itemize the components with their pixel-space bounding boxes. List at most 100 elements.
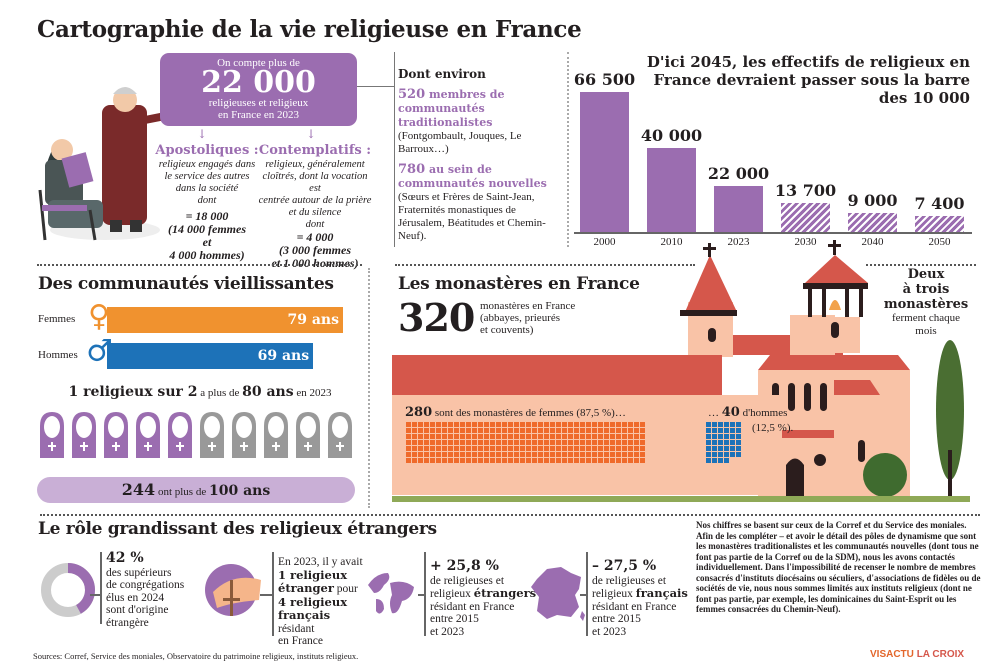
monastery-square	[544, 428, 549, 433]
monastery-square	[430, 446, 435, 451]
monastery-square	[598, 458, 603, 463]
desc-line: dont	[305, 219, 325, 230]
monastery-square	[706, 440, 711, 445]
monastery-square	[556, 428, 561, 433]
monastery-square	[634, 452, 639, 457]
monastery-square	[514, 458, 519, 463]
women-monasteries-count: 280	[405, 405, 433, 420]
donut-value-arc	[41, 563, 95, 617]
men-monasteries-desc: d'hommes	[739, 407, 788, 419]
item-label: membres de communautés traditionalistes	[398, 88, 505, 129]
monastery-square	[706, 434, 711, 439]
monastery-square	[736, 422, 741, 427]
stat-bold: 1 religieux sur 2	[68, 384, 198, 400]
monastery-square	[508, 428, 513, 433]
bar-2000	[580, 92, 629, 232]
bar-2050	[915, 216, 964, 232]
monastery-square	[730, 422, 735, 427]
monastery-square	[514, 446, 519, 451]
monastery-square	[460, 428, 465, 433]
desc-line: religieux engagés dans	[158, 159, 256, 170]
monastery-square	[712, 458, 717, 463]
sum-line: 4 000 hommes)	[169, 248, 245, 262]
monastery-square	[580, 434, 585, 439]
women-age-bar: 79 ans	[107, 307, 343, 333]
contemplatifs-block: Contemplatifs : religieux, généralement …	[256, 143, 374, 270]
monastery-square	[496, 452, 501, 457]
centenarian-pill: 244 ont plus de 100 ans	[37, 477, 355, 503]
monastery-square	[568, 440, 573, 445]
stat-line: sont d'origine	[106, 604, 169, 616]
monastery-square	[514, 452, 519, 457]
arrow-down-icon: ↓	[306, 127, 317, 141]
stat-line: entre 2015	[592, 613, 641, 625]
monastery-square	[592, 428, 597, 433]
stat-text: en 2023	[293, 387, 332, 399]
stat-bold: 1 religieux	[278, 567, 348, 582]
stat-bold: français	[635, 586, 688, 600]
monastery-square	[550, 434, 555, 439]
monasteries-count: 320	[398, 295, 475, 340]
monastery-square	[430, 452, 435, 457]
stat-line: et 2023	[430, 625, 465, 638]
nun-icon	[40, 412, 64, 458]
monastery-square	[550, 428, 555, 433]
monastery-square	[718, 440, 723, 445]
monastery-square	[718, 422, 723, 427]
monastery-square	[712, 422, 717, 427]
monastery-square	[526, 422, 531, 427]
monastery-square	[496, 446, 501, 451]
monastery-square	[622, 452, 627, 457]
monastery-square	[478, 440, 483, 445]
monastery-square	[604, 458, 609, 463]
monastery-square	[718, 446, 723, 451]
monastery-square	[718, 452, 723, 457]
monastery-square	[640, 458, 645, 463]
religious-people-illustration	[38, 87, 170, 241]
logo-lacroix: LA CROIX	[916, 649, 965, 660]
monastery-square	[562, 434, 567, 439]
monastery-square	[478, 452, 483, 457]
item-detail: (Sœurs et Frères de Saint-Jean, Fraterni…	[398, 191, 546, 242]
monastery-square	[466, 440, 471, 445]
monastery-square	[406, 440, 411, 445]
monastery-square	[442, 422, 447, 427]
monastery-square	[556, 452, 561, 457]
monastery-square	[418, 440, 423, 445]
monastery-square	[628, 446, 633, 451]
monastery-square	[412, 434, 417, 439]
monastery-square	[736, 428, 741, 433]
stat-ratio: En 2023, il y avait 1 religieux étranger…	[278, 556, 378, 648]
section-divider	[368, 268, 370, 508]
monastery-square	[436, 446, 441, 451]
monastery-square	[406, 458, 411, 463]
monastery-square	[532, 428, 537, 433]
monastery-square	[502, 458, 507, 463]
monastery-square	[478, 422, 483, 427]
monastery-square	[502, 440, 507, 445]
connector-line	[260, 594, 272, 596]
monasteries-title: Les monastères en France	[398, 274, 640, 294]
monastery-square	[508, 422, 513, 427]
monastery-square	[532, 422, 537, 427]
closure-line: mois	[915, 325, 937, 337]
nun-icon	[328, 412, 352, 458]
monastery-square	[484, 422, 489, 427]
stat-line: résidant en France	[592, 600, 677, 613]
page-title: Cartographie de la vie religieuse en Fra…	[37, 16, 582, 43]
monastery-square	[532, 434, 537, 439]
stat-line: des supérieurs	[106, 566, 172, 579]
monastery-square	[490, 452, 495, 457]
monastery-square	[634, 422, 639, 427]
bar-2030	[781, 203, 830, 232]
monastery-square	[592, 458, 597, 463]
bar-value-label: 7 400	[914, 194, 965, 214]
monastery-square	[472, 452, 477, 457]
monastery-square	[616, 422, 621, 427]
monastery-square	[436, 434, 441, 439]
monastery-square	[418, 446, 423, 451]
church-illustration	[680, 240, 964, 497]
monastery-square	[460, 458, 465, 463]
monastery-square	[634, 446, 639, 451]
aging-title: Des communautés vieillissantes	[38, 274, 334, 294]
